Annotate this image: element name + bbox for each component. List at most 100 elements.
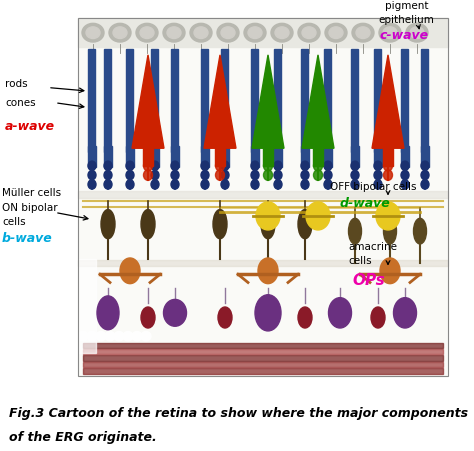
- Bar: [251, 146, 259, 167]
- Ellipse shape: [379, 23, 401, 42]
- Ellipse shape: [163, 23, 185, 42]
- Ellipse shape: [374, 161, 382, 170]
- Bar: [78, 259, 96, 353]
- Ellipse shape: [114, 331, 124, 341]
- Ellipse shape: [120, 258, 140, 284]
- Polygon shape: [372, 55, 404, 148]
- Bar: [374, 49, 382, 152]
- Ellipse shape: [132, 331, 142, 341]
- Ellipse shape: [244, 23, 266, 42]
- Bar: [83, 349, 443, 354]
- Bar: [89, 49, 95, 152]
- Text: cells: cells: [348, 257, 372, 267]
- Ellipse shape: [264, 170, 273, 180]
- Polygon shape: [132, 55, 164, 148]
- Ellipse shape: [87, 331, 97, 341]
- Ellipse shape: [96, 331, 106, 341]
- Ellipse shape: [264, 161, 273, 171]
- Ellipse shape: [101, 210, 115, 239]
- Bar: [78, 18, 448, 376]
- Ellipse shape: [251, 161, 259, 170]
- Ellipse shape: [248, 27, 262, 38]
- Ellipse shape: [171, 161, 179, 170]
- Ellipse shape: [298, 210, 312, 239]
- Bar: [401, 49, 409, 152]
- Ellipse shape: [301, 180, 309, 189]
- Ellipse shape: [351, 170, 359, 180]
- Bar: [274, 49, 282, 152]
- Ellipse shape: [141, 331, 151, 341]
- Ellipse shape: [141, 307, 155, 328]
- Bar: [421, 146, 429, 167]
- Ellipse shape: [298, 23, 320, 42]
- Ellipse shape: [374, 170, 382, 180]
- Ellipse shape: [380, 258, 400, 284]
- Ellipse shape: [201, 170, 209, 180]
- Ellipse shape: [136, 23, 158, 42]
- Ellipse shape: [348, 218, 362, 244]
- Bar: [104, 146, 112, 167]
- Ellipse shape: [109, 23, 131, 42]
- Bar: [126, 146, 134, 167]
- Text: rods: rods: [5, 79, 27, 89]
- Bar: [421, 49, 428, 152]
- Ellipse shape: [324, 161, 332, 170]
- Ellipse shape: [421, 161, 429, 170]
- Bar: [221, 49, 228, 152]
- Ellipse shape: [190, 23, 212, 42]
- Ellipse shape: [421, 180, 429, 189]
- Bar: [301, 49, 309, 152]
- Ellipse shape: [261, 210, 275, 239]
- Text: a-wave: a-wave: [5, 120, 55, 133]
- Polygon shape: [302, 55, 334, 148]
- Ellipse shape: [144, 161, 153, 171]
- Bar: [401, 146, 409, 167]
- Ellipse shape: [328, 298, 352, 328]
- Text: c-wave: c-wave: [380, 28, 429, 41]
- Ellipse shape: [78, 331, 88, 341]
- Bar: [83, 368, 443, 373]
- Ellipse shape: [123, 331, 133, 341]
- Bar: [263, 148, 273, 166]
- Ellipse shape: [82, 23, 104, 42]
- Ellipse shape: [217, 23, 239, 42]
- Ellipse shape: [324, 180, 332, 189]
- Bar: [143, 148, 153, 166]
- Ellipse shape: [383, 218, 396, 244]
- Ellipse shape: [274, 161, 282, 170]
- Bar: [325, 49, 331, 152]
- Bar: [201, 146, 209, 167]
- Ellipse shape: [255, 295, 281, 331]
- Ellipse shape: [221, 170, 229, 180]
- Ellipse shape: [401, 180, 409, 189]
- Ellipse shape: [351, 180, 359, 189]
- Bar: [88, 146, 96, 167]
- Ellipse shape: [88, 161, 96, 170]
- Ellipse shape: [218, 307, 232, 328]
- Text: of the ERG originate.: of the ERG originate.: [9, 431, 157, 444]
- Ellipse shape: [140, 27, 154, 38]
- Text: OFF bipolar cells: OFF bipolar cells: [330, 182, 417, 192]
- Ellipse shape: [221, 161, 229, 170]
- Bar: [151, 146, 159, 167]
- Bar: [374, 146, 382, 167]
- Ellipse shape: [86, 27, 100, 38]
- Bar: [171, 146, 179, 167]
- Ellipse shape: [151, 161, 159, 170]
- Bar: [83, 343, 443, 348]
- Ellipse shape: [413, 218, 427, 244]
- Text: OPs: OPs: [352, 273, 385, 288]
- Ellipse shape: [275, 27, 289, 38]
- Ellipse shape: [306, 202, 330, 230]
- Ellipse shape: [301, 161, 309, 170]
- Ellipse shape: [216, 161, 225, 171]
- Ellipse shape: [393, 298, 417, 328]
- Bar: [78, 260, 448, 266]
- Ellipse shape: [352, 23, 374, 42]
- Bar: [83, 362, 443, 367]
- Ellipse shape: [216, 170, 225, 180]
- Ellipse shape: [126, 170, 134, 180]
- Bar: [301, 146, 309, 167]
- Ellipse shape: [151, 180, 159, 189]
- Bar: [324, 146, 332, 167]
